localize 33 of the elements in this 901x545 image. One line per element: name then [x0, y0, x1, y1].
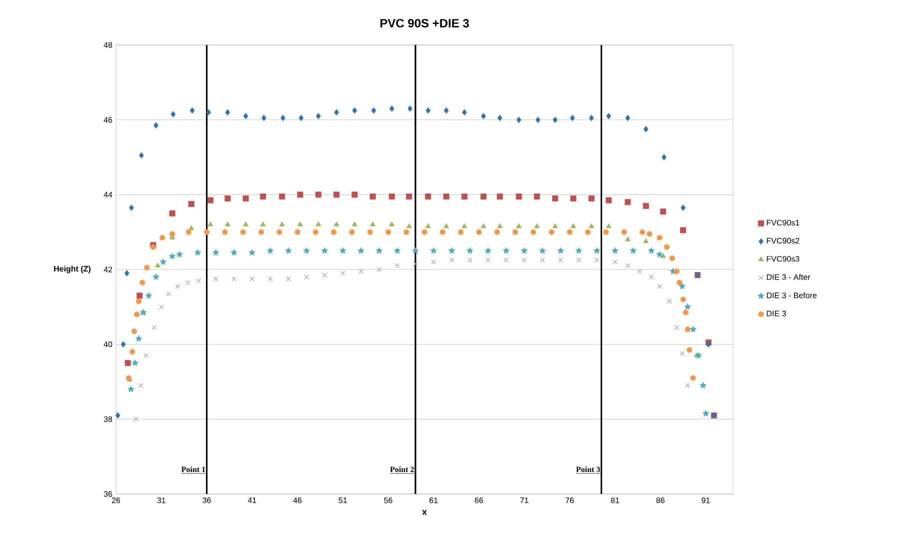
x-tick-label: 36 [202, 498, 211, 504]
x-tick-label: 56 [384, 498, 392, 504]
x-tick-label: 51 [338, 498, 347, 504]
x-tick-label: 71 [520, 498, 528, 504]
legend-label: FVC90s2 [766, 238, 800, 244]
x-tick-label: 81 [610, 498, 620, 504]
x-tick-label: 61 [430, 498, 438, 504]
x-tick-label: 41 [248, 498, 256, 504]
ref-line-label: Point 1 [181, 466, 206, 472]
legend-label: FVC90s3 [766, 256, 800, 262]
x-tick-label: 91 [702, 498, 710, 504]
x-tick-label: 76 [566, 498, 574, 504]
y-tick-label: 48 [104, 42, 112, 48]
legend-label: FVC90s1 [766, 220, 800, 226]
legend-label: DIE 3 [766, 310, 786, 316]
legend-label: DIE 3 - After [766, 274, 810, 280]
y-tick-label: 36 [104, 491, 112, 497]
ref-line-label: Point 2 [390, 466, 414, 472]
ref-line-label: Point 3 [576, 466, 600, 472]
x-tick-label: 26 [112, 498, 120, 504]
legend-label: DIE 3 - Before [766, 292, 817, 298]
y-tick-label: 42 [104, 266, 112, 272]
y-tick-label: 44 [104, 192, 112, 198]
y-tick-label: 38 [104, 416, 112, 422]
chart-title: PVC 90S +DIE 3 [380, 18, 469, 28]
x-tick-label: 46 [293, 498, 302, 504]
y-axis-title: Height (Z) [54, 266, 90, 274]
x-tick-label: 66 [474, 498, 484, 504]
y-tick-label: 46 [104, 116, 112, 123]
x-tick-label: 31 [157, 498, 166, 504]
x-tick-label: 86 [656, 498, 665, 504]
x-axis-title: x [422, 510, 427, 515]
y-tick-label: 40 [104, 341, 112, 348]
